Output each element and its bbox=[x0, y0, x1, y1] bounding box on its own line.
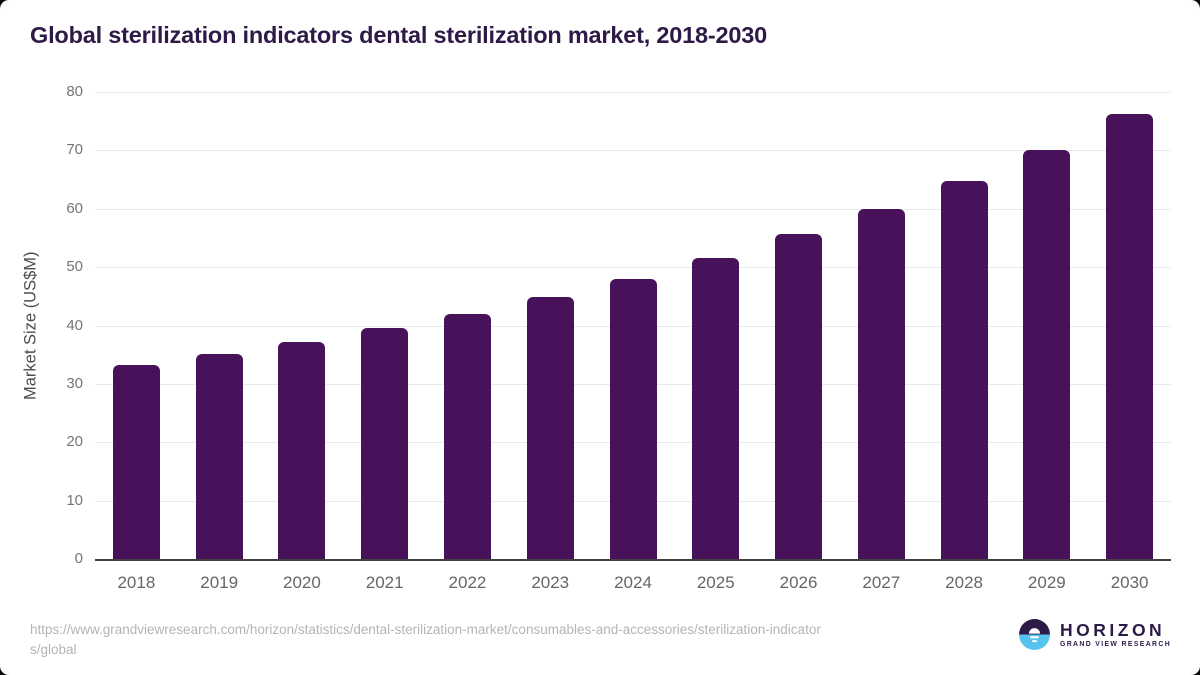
x-tick-label: 2024 bbox=[614, 573, 652, 592]
x-tick-label: 2018 bbox=[117, 573, 156, 592]
bar-2023 bbox=[526, 296, 574, 559]
bar-2030 bbox=[1106, 114, 1154, 559]
x-tick-label: 2023 bbox=[531, 573, 570, 592]
bar-2029 bbox=[1023, 149, 1071, 559]
y-tick-label: 60 bbox=[66, 199, 83, 217]
bar-2018 bbox=[112, 364, 160, 559]
horizon-logo-subtitle: GRAND VIEW RESEARCH bbox=[1060, 641, 1172, 648]
x-tick-label: 2022 bbox=[448, 573, 487, 592]
y-tick-label: 30 bbox=[66, 374, 83, 392]
x-tick-label: 2020 bbox=[283, 573, 321, 592]
y-tick-label: 10 bbox=[66, 491, 83, 509]
horizon-logo-name: HORIZON bbox=[1060, 620, 1166, 640]
bar-2019 bbox=[195, 354, 243, 559]
x-tick-label: 2029 bbox=[1027, 573, 1066, 592]
bar-2025 bbox=[692, 258, 740, 559]
bar-2026 bbox=[775, 234, 823, 559]
bar-2028 bbox=[940, 180, 988, 559]
x-tick-label: 2027 bbox=[862, 573, 901, 592]
horizon-logo: HORIZON GRAND VIEW RESEARCH bbox=[1018, 618, 1171, 651]
gridline bbox=[95, 150, 1171, 152]
horizon-logo-text: HORIZON GRAND VIEW RESEARCH bbox=[1060, 620, 1172, 649]
x-tick-label: 2025 bbox=[696, 573, 735, 592]
gridline bbox=[95, 208, 1171, 210]
bar-2022 bbox=[443, 313, 491, 559]
bar-chart-plot-area: 0 10 20 30 40 50 60 70 80 2018 2019 2020 2021 2022 202… bbox=[66, 83, 1171, 592]
y-tick-label: 50 bbox=[66, 258, 83, 276]
source-url: https://www.grandviewresearch.com/horizo… bbox=[30, 622, 821, 657]
x-tick-label: 2028 bbox=[945, 573, 983, 592]
horizon-logo-icon bbox=[1019, 619, 1050, 650]
bar-2027 bbox=[857, 209, 905, 559]
bar-2021 bbox=[361, 328, 409, 559]
x-tick-label: 2030 bbox=[1110, 573, 1149, 592]
bar-2024 bbox=[609, 278, 657, 559]
y-tick-label: 20 bbox=[66, 433, 83, 451]
y-tick-label: 0 bbox=[74, 550, 83, 567]
chart-title: Global sterilization indicators dental s… bbox=[30, 22, 767, 48]
y-tick-label: 40 bbox=[66, 316, 83, 334]
gridline bbox=[95, 92, 1171, 93]
y-tick-label: 70 bbox=[66, 141, 83, 159]
y-tick-label: 80 bbox=[66, 83, 83, 100]
x-tick-label: 2019 bbox=[200, 573, 239, 592]
bar-2020 bbox=[278, 342, 326, 559]
gridline bbox=[95, 267, 1171, 269]
x-tick-label: 2021 bbox=[365, 573, 404, 592]
x-tick-label: 2026 bbox=[779, 573, 818, 592]
